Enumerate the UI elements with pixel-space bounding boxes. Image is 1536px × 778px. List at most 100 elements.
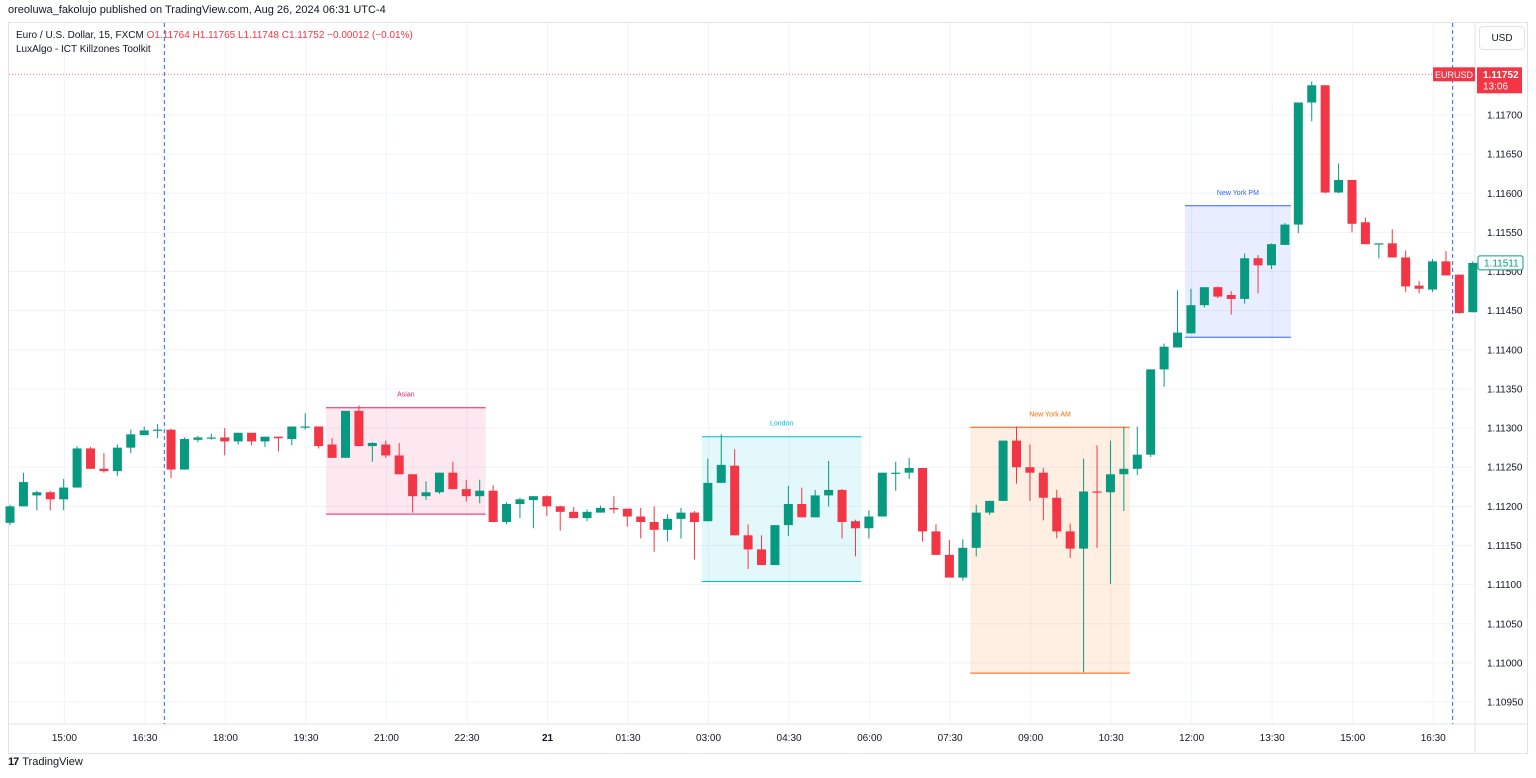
candle[interactable] [1079, 458, 1089, 673]
candle[interactable] [59, 478, 69, 511]
candle[interactable] [1199, 287, 1209, 308]
candle[interactable] [1052, 489, 1062, 539]
candle[interactable] [918, 467, 928, 542]
candle[interactable] [877, 472, 887, 517]
candle[interactable] [206, 433, 216, 440]
candle[interactable] [824, 460, 834, 507]
candle[interactable] [354, 405, 364, 447]
candle[interactable] [1065, 523, 1075, 559]
candle[interactable] [32, 490, 42, 511]
candle[interactable] [233, 432, 243, 445]
candle[interactable] [649, 506, 659, 552]
candle[interactable] [1186, 288, 1196, 334]
candle[interactable] [1132, 426, 1142, 476]
candle[interactable] [528, 496, 538, 529]
candle[interactable] [1173, 290, 1183, 348]
candle[interactable] [488, 485, 498, 523]
tradingview-brand[interactable]: 17 TradingView [8, 756, 83, 768]
candle[interactable] [153, 424, 163, 439]
candle[interactable] [958, 539, 968, 581]
candle[interactable] [743, 524, 753, 569]
candle[interactable] [1105, 440, 1115, 584]
candle[interactable] [1159, 343, 1169, 387]
candle[interactable] [770, 525, 780, 566]
candle[interactable] [998, 440, 1008, 501]
candle[interactable] [555, 505, 565, 531]
candle[interactable] [703, 458, 713, 522]
candle[interactable] [502, 502, 512, 525]
candle[interactable] [730, 449, 740, 536]
candle[interactable] [783, 485, 793, 537]
candle[interactable] [287, 426, 297, 446]
candle[interactable] [1334, 163, 1344, 194]
candle[interactable] [663, 514, 673, 542]
candle[interactable] [247, 432, 257, 446]
candle[interactable] [676, 507, 686, 539]
candle[interactable] [1468, 261, 1478, 313]
candle[interactable] [689, 511, 699, 560]
candle[interactable] [86, 446, 96, 469]
candle[interactable] [367, 442, 377, 462]
candle[interactable] [166, 428, 176, 479]
candle[interactable] [45, 490, 55, 511]
candle[interactable] [1213, 286, 1223, 299]
candle[interactable] [220, 428, 230, 456]
candle[interactable] [985, 500, 995, 515]
candle[interactable] [1253, 255, 1263, 294]
candle[interactable] [582, 509, 592, 522]
candle[interactable] [5, 504, 15, 526]
candle[interactable] [1240, 253, 1250, 304]
candle[interactable] [1320, 85, 1330, 194]
currency-button[interactable]: USD [1479, 26, 1525, 50]
candle[interactable] [797, 487, 807, 518]
candle[interactable] [1428, 259, 1438, 292]
candle[interactable] [850, 519, 860, 557]
candle[interactable] [139, 426, 149, 436]
candle[interactable] [971, 504, 981, 557]
symbol-name[interactable]: Euro / U.S. Dollar, 15, FXCM [16, 30, 144, 41]
candle[interactable] [314, 426, 324, 449]
candle[interactable] [1226, 291, 1236, 315]
candle[interactable] [515, 497, 525, 519]
candle[interactable] [475, 479, 485, 504]
candle[interactable] [448, 461, 458, 490]
time-axis[interactable]: 15:00 16:30 18:00 19:30 21:00 22:30 21 01:30 03:… [52, 733, 1446, 744]
candle[interactable] [891, 461, 901, 491]
candle[interactable] [126, 429, 136, 454]
candle[interactable] [1280, 223, 1290, 245]
candle[interactable] [1012, 426, 1021, 484]
candle[interactable] [1092, 445, 1102, 548]
candle[interactable] [1038, 467, 1048, 521]
candle[interactable] [461, 479, 471, 502]
candle[interactable] [944, 540, 954, 578]
candle[interactable] [1374, 243, 1384, 259]
candle[interactable] [179, 437, 189, 470]
candle[interactable] [434, 472, 444, 494]
candle[interactable] [1441, 251, 1451, 276]
candle[interactable] [1293, 102, 1303, 234]
candle[interactable] [1454, 274, 1464, 314]
candle[interactable] [1414, 280, 1424, 294]
candle[interactable] [716, 434, 726, 483]
candle[interactable] [421, 481, 431, 501]
candle[interactable] [1401, 250, 1411, 292]
candle[interactable] [273, 436, 283, 452]
candle[interactable] [542, 495, 552, 516]
candle[interactable] [904, 457, 914, 479]
candle[interactable] [72, 446, 82, 488]
candle[interactable] [837, 489, 847, 539]
candle[interactable] [1146, 369, 1156, 458]
candle[interactable] [931, 524, 941, 555]
candle[interactable] [636, 507, 646, 539]
candle[interactable] [18, 472, 28, 507]
indicator-name[interactable]: LuxAlgo - ICT Killzones Toolkit [16, 44, 151, 55]
candle[interactable] [622, 508, 632, 527]
candle[interactable] [810, 489, 820, 518]
candle[interactable] [408, 474, 418, 513]
candle[interactable] [1387, 229, 1397, 258]
candle[interactable] [1025, 444, 1035, 501]
candle[interactable] [341, 410, 350, 458]
candle[interactable] [864, 510, 874, 539]
candle[interactable] [327, 438, 337, 458]
